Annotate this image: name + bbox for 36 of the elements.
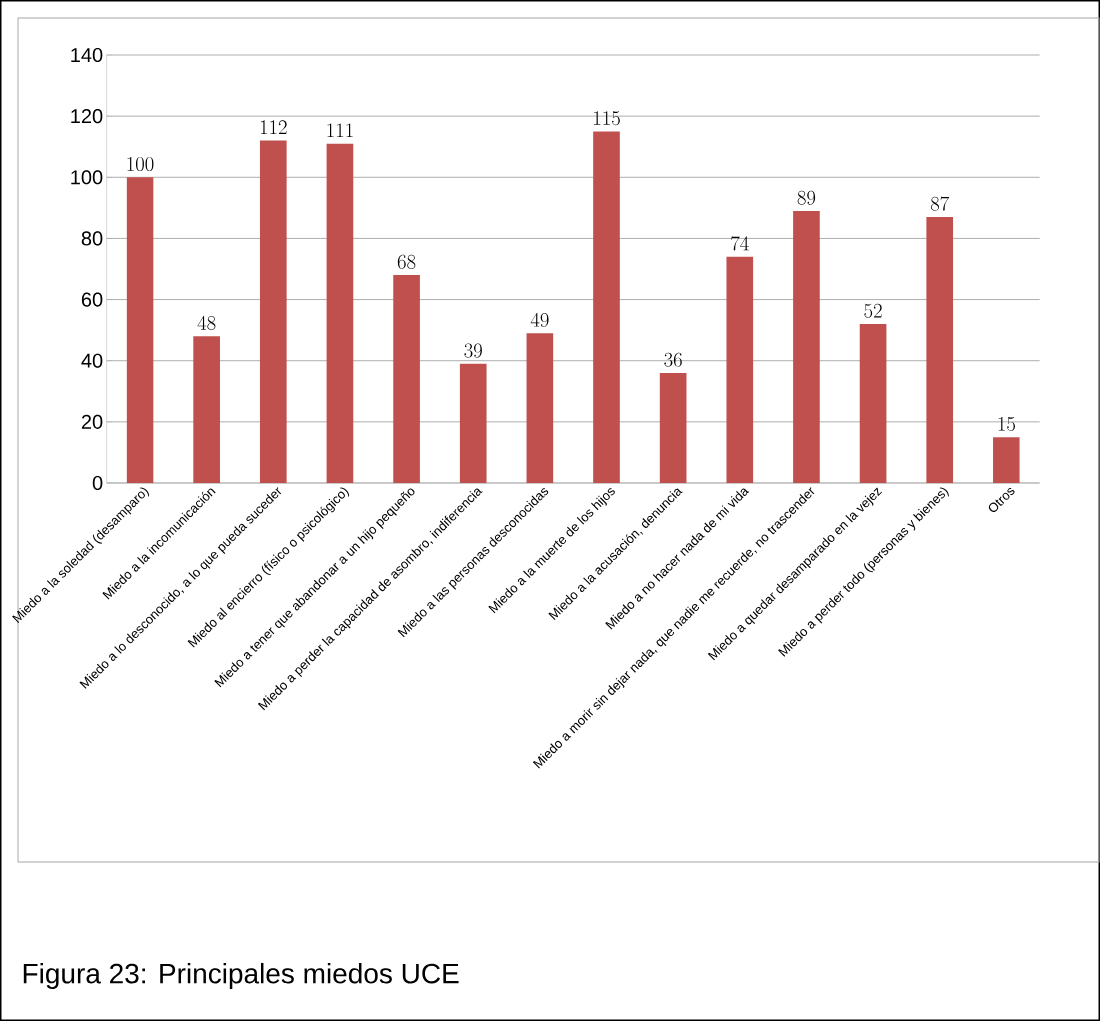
bar — [859, 324, 887, 483]
bar — [259, 140, 287, 483]
bar — [793, 210, 820, 483]
data-label: 89 — [797, 190, 816, 205]
data-label: 87 — [930, 196, 950, 211]
data-label: 100 — [127, 157, 154, 172]
bar — [726, 256, 754, 483]
y-tick-label: 20 — [81, 414, 103, 429]
y-tick-label: 140 — [71, 47, 103, 63]
bar — [459, 363, 487, 483]
data-label: 68 — [397, 254, 416, 269]
bar — [993, 437, 1020, 483]
bar — [193, 336, 220, 483]
data-label: 74 — [731, 236, 749, 251]
data-label: 111 — [327, 123, 353, 138]
bar — [526, 333, 554, 483]
y-tick-label: 120 — [71, 109, 103, 124]
data-label: 115 — [594, 111, 620, 126]
data-label: 15 — [998, 416, 1015, 431]
y-tick-label: 100 — [71, 170, 103, 185]
y-tick-label: 60 — [81, 292, 103, 307]
y-tick-label: 80 — [81, 231, 103, 246]
text: Figura 23: Principales miedos UCE — [23, 962, 459, 990]
data-label: 49 — [530, 312, 549, 327]
bar — [126, 177, 154, 483]
data-label: 48 — [197, 315, 216, 331]
bar — [393, 275, 420, 483]
data-label: 39 — [464, 343, 482, 358]
data-label: 52 — [864, 303, 882, 318]
bar — [926, 217, 954, 483]
bar — [326, 143, 354, 483]
bar — [593, 131, 620, 483]
data-label: 36 — [664, 352, 682, 367]
data-label: 112 — [260, 120, 287, 135]
bar — [659, 372, 687, 483]
y-tick-label: 40 — [81, 353, 103, 368]
